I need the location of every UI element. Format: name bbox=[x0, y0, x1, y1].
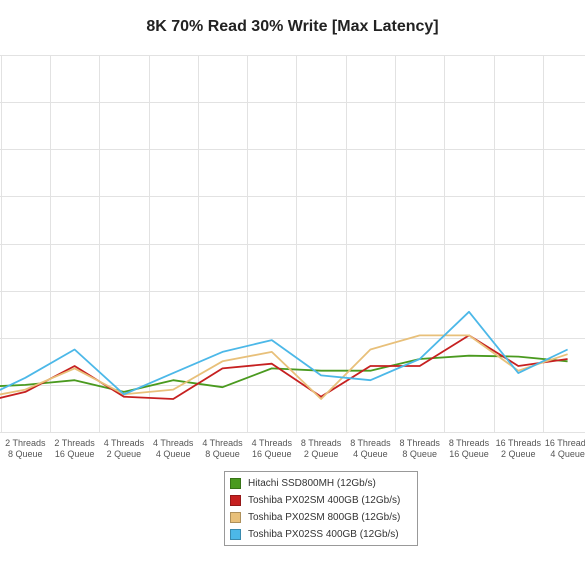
legend: Hitachi SSD800MH (12Gb/s) Toshiba PX02SM … bbox=[224, 471, 418, 546]
legend-swatch bbox=[230, 529, 241, 540]
chart-title: 8K 70% Read 30% Write [Max Latency] bbox=[146, 18, 439, 35]
legend-swatch bbox=[230, 478, 241, 489]
x-tick-label: 4 Threads 8 Queue bbox=[202, 438, 243, 459]
x-tick-label: 4 Threads 2 Queue bbox=[104, 438, 145, 459]
x-tick-label: 8 Threads 16 Queue bbox=[449, 438, 490, 459]
x-tick-label: 16 Threads 2 Queue bbox=[496, 438, 542, 459]
x-tick-label: 2 Threads 16 Queue bbox=[54, 438, 95, 459]
x-tick-label: 4 Threads 4 Queue bbox=[153, 438, 194, 459]
series-line bbox=[0, 334, 568, 400]
legend-label: Hitachi SSD800MH (12Gb/s) bbox=[248, 478, 376, 489]
x-tick-label: 8 Threads 2 Queue bbox=[301, 438, 342, 459]
legend-swatch bbox=[230, 495, 241, 506]
legend-label: Toshiba PX02SM 800GB (12Gb/s) bbox=[248, 512, 401, 523]
series-line bbox=[0, 354, 568, 393]
legend-swatch bbox=[230, 512, 241, 523]
x-tick-label: 8 Threads 4 Queue bbox=[350, 438, 391, 459]
legend-item: Hitachi SSD800MH (12Gb/s) bbox=[230, 475, 417, 492]
legend-label: Toshiba PX02SS 400GB (12Gb/s) bbox=[248, 529, 399, 540]
x-tick-label: 8 Threads 8 Queue bbox=[400, 438, 441, 459]
legend-label: Toshiba PX02SM 400GB (12Gb/s) bbox=[248, 495, 401, 506]
legend-item: Toshiba PX02SS 400GB (12Gb/s) bbox=[230, 526, 417, 543]
legend-item: Toshiba PX02SM 800GB (12Gb/s) bbox=[230, 509, 417, 526]
series-line bbox=[0, 310, 568, 396]
legend-item: Toshiba PX02SM 400GB (12Gb/s) bbox=[230, 492, 417, 509]
x-tick-label: 2 Threads 8 Queue bbox=[5, 438, 46, 459]
x-tick-label: 4 Threads 16 Queue bbox=[252, 438, 293, 459]
series-lines bbox=[0, 310, 568, 400]
